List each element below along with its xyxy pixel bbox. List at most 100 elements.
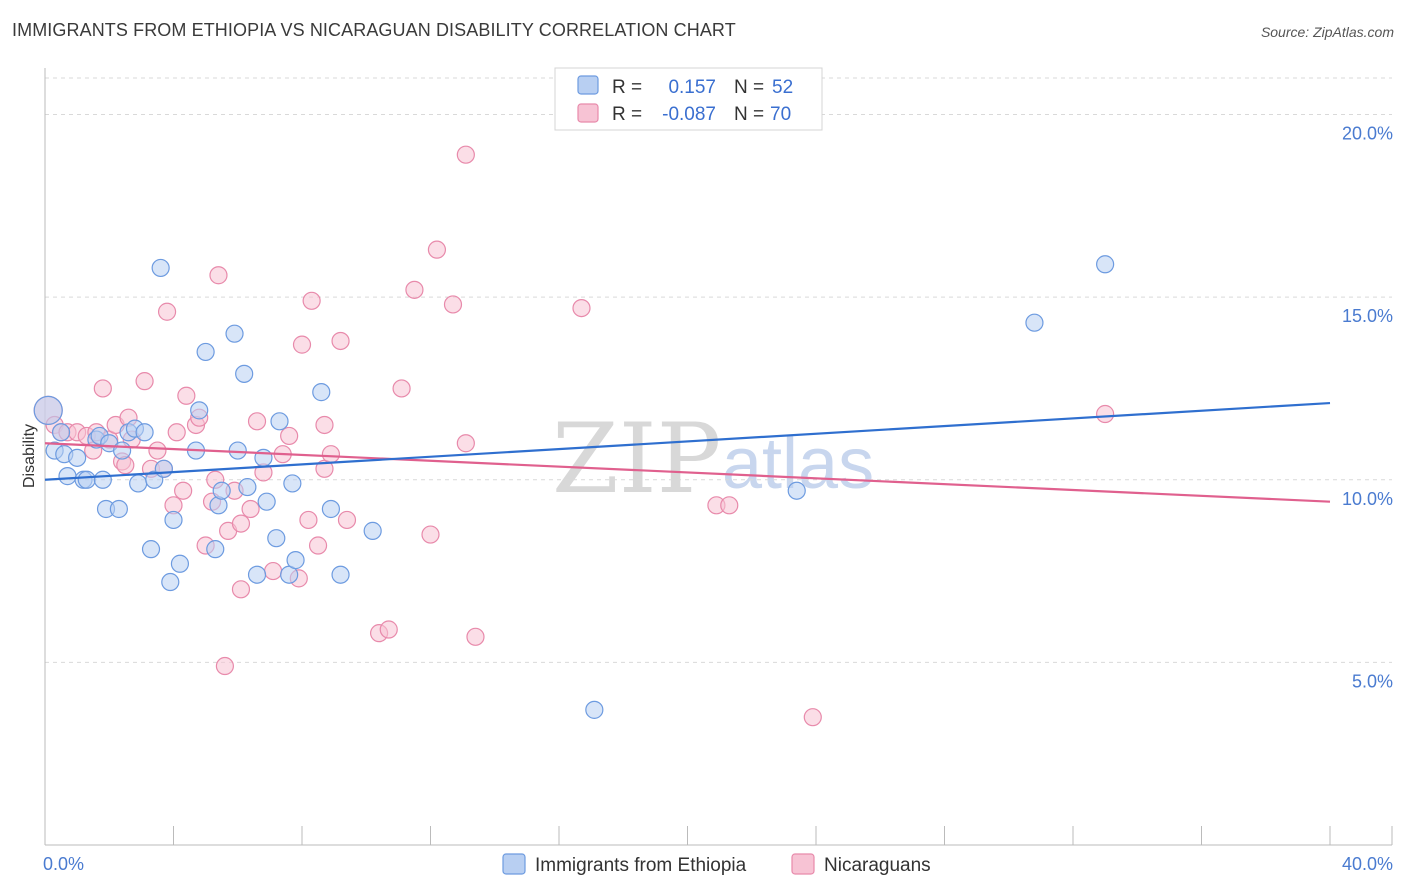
x-tick-label-1: 40.0%	[1342, 854, 1393, 874]
legend-blue-r: 0.157	[668, 77, 716, 98]
y-tick-label-2: 15.0%	[1342, 306, 1393, 326]
ethiopia-point-33	[228, 441, 247, 460]
legend-r-label-2: R =	[612, 104, 642, 125]
legend-swatch-ethiopia	[577, 75, 599, 95]
nicaraguans-point-65	[1096, 404, 1115, 424]
nicaraguans-point-30	[215, 656, 234, 676]
ethiopia-point-28	[196, 342, 215, 362]
x-tick-label-0: 0.0%	[43, 854, 84, 874]
chart-title: IMMIGRANTS FROM ETHIOPIA VS NICARAGUAN D…	[12, 20, 736, 40]
y-axis-label: Disability	[21, 424, 38, 488]
y-tick-label-3: 20.0%	[1342, 124, 1393, 144]
legend: R = 0.157 N = 52 R = -0.087 N = 70	[554, 67, 823, 131]
ethiopia-point-48	[585, 700, 604, 719]
nicaraguans-point-21	[167, 423, 186, 442]
ethiopia-trend-line	[44, 401, 1331, 481]
watermark-zip: ZIP	[552, 403, 721, 515]
ethiopia-point-34	[235, 364, 254, 383]
nicaraguans-point-17	[148, 441, 167, 460]
axes	[44, 68, 1393, 846]
ethiopia-point-17	[129, 474, 148, 493]
legend-n-label: N =	[734, 77, 764, 98]
nicaraguans-point-45	[308, 536, 328, 555]
nicaraguans-point-44	[302, 291, 321, 310]
nicaraguans-point-58	[456, 434, 475, 453]
legend-pink-r: -0.087	[662, 104, 716, 125]
ethiopia-point-49	[787, 481, 806, 500]
ethiopia-point-21	[151, 258, 170, 278]
bottom-legend: Immigrants from Ethiopia Nicaraguans	[502, 853, 931, 876]
nicaraguans-point-23	[177, 386, 196, 405]
bottom-legend-ethiopia: Immigrants from Ethiopia	[535, 855, 747, 876]
ethiopia-series	[33, 255, 1115, 719]
nicaraguans-point-34	[231, 514, 251, 533]
nicaraguans-point-57	[443, 295, 463, 314]
chart-source: Source: ZipAtlas.com	[1260, 24, 1394, 40]
ethiopia-point-51	[1096, 255, 1115, 274]
ethiopia-point-22	[154, 459, 173, 478]
nicaraguans-point-64	[803, 708, 822, 727]
bottom-legend-swatch-nicaraguans	[791, 853, 815, 875]
nicaraguans-point-46	[315, 415, 334, 435]
ethiopia-point-45	[321, 499, 341, 519]
nicaraguans-point-38	[263, 561, 283, 581]
bottom-legend-nicaraguans: Nicaraguans	[824, 855, 931, 876]
nicaraguans-point-22	[174, 481, 193, 500]
legend-box	[554, 67, 823, 131]
ethiopia-point-23	[161, 572, 180, 592]
nicaraguans-point-61	[572, 299, 591, 318]
ethiopia-point-36	[247, 565, 267, 584]
nicaraguans-point-55	[421, 525, 440, 544]
ethiopia-point-46	[331, 565, 350, 584]
nicaraguans-point-59	[456, 145, 475, 164]
nicaraguans-trend-line	[44, 442, 1331, 503]
legend-pink-n: 70	[770, 104, 791, 125]
nicaraguans-point-56	[427, 240, 447, 259]
nicaraguans-point-19	[157, 302, 177, 321]
ethiopia-point-43	[286, 551, 305, 570]
ethiopia-point-19	[141, 540, 161, 559]
ethiopia-point-0	[33, 395, 63, 425]
x-tick-labels: 0.0% 40.0%	[43, 854, 1393, 874]
ethiopia-point-39	[267, 529, 286, 548]
ethiopia-point-35	[238, 477, 257, 497]
nicaraguans-point-48	[321, 445, 341, 464]
ethiopia-point-5	[68, 448, 87, 467]
ethiopia-point-4	[58, 467, 77, 486]
ethiopia-point-29	[206, 540, 225, 559]
nicaraguans-point-40	[280, 426, 299, 446]
legend-swatch-nicaraguans	[577, 103, 599, 123]
nicaraguans-point-29	[209, 266, 228, 285]
nicaraguans-point-43	[299, 510, 318, 530]
ethiopia-point-42	[283, 474, 302, 493]
nicaraguans-point-54	[405, 280, 424, 299]
nicaraguans-point-33	[231, 580, 251, 599]
ethiopia-point-18	[135, 423, 154, 442]
legend-r-label: R =	[612, 77, 642, 98]
ethiopia-point-14	[112, 441, 132, 460]
ethiopia-point-50	[1025, 313, 1044, 332]
nicaraguans-point-36	[247, 412, 267, 431]
ethiopia-point-24	[164, 510, 183, 530]
ethiopia-point-27	[190, 401, 209, 420]
nicaraguans-point-50	[337, 510, 357, 530]
ethiopia-point-2	[51, 423, 71, 442]
legend-blue-n: 52	[772, 77, 793, 98]
ethiopia-point-31	[212, 481, 231, 500]
y-tick-labels: 5.0% 10.0% 15.0% 20.0%	[1342, 124, 1393, 692]
y-tick-label-1: 10.0%	[1342, 489, 1393, 509]
nicaraguans-point-63	[720, 496, 739, 515]
ethiopia-point-38	[257, 492, 276, 511]
ethiopia-point-10	[93, 470, 112, 489]
ethiopia-point-47	[363, 521, 382, 540]
ethiopia-point-25	[170, 554, 190, 573]
nicaraguans-point-42	[292, 335, 312, 354]
ethiopia-point-32	[225, 324, 244, 343]
nicaraguans-point-8	[93, 379, 112, 398]
nicaraguans-point-49	[331, 331, 350, 351]
ethiopia-point-44	[312, 383, 331, 402]
nicaraguans-point-15	[135, 372, 154, 391]
nicaraguans-point-35	[241, 499, 260, 519]
nicaraguans-point-60	[466, 627, 485, 646]
